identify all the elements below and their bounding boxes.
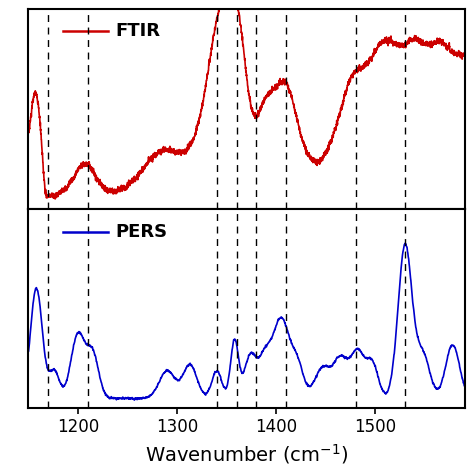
Text: FTIR: FTIR	[116, 21, 161, 39]
Text: PERS: PERS	[116, 222, 168, 240]
X-axis label: Wavenumber (cm$^{-1}$): Wavenumber (cm$^{-1}$)	[145, 442, 348, 465]
